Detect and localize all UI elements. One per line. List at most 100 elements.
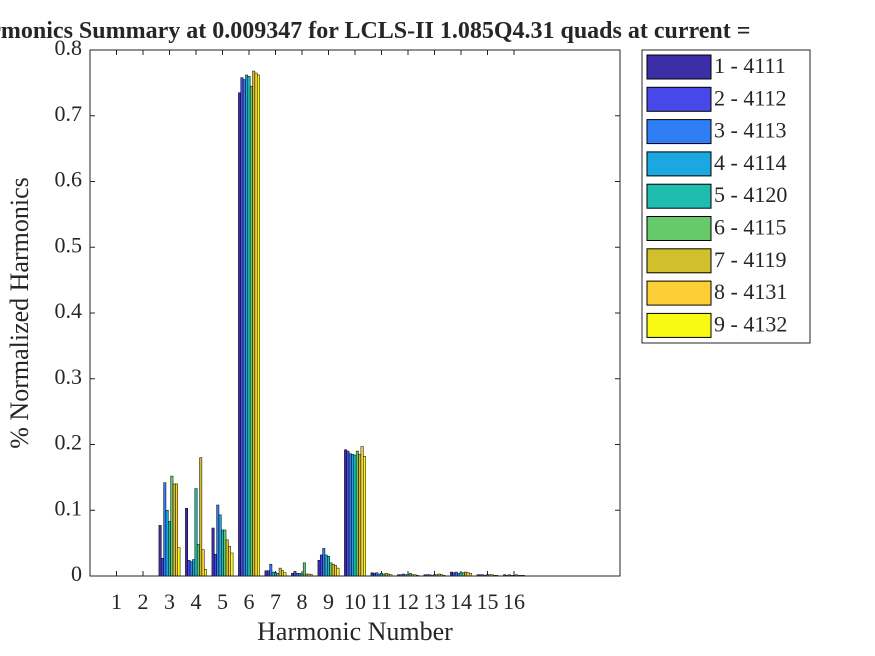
bar bbox=[201, 549, 205, 577]
y-tick-label: 0.4 bbox=[55, 298, 83, 323]
bar bbox=[454, 571, 458, 577]
legend-swatch bbox=[646, 86, 712, 112]
x-tick-label: 10 bbox=[344, 589, 366, 614]
x-tick-label: 16 bbox=[503, 589, 525, 614]
bar bbox=[199, 457, 203, 577]
bar bbox=[168, 521, 171, 577]
bar bbox=[278, 567, 282, 577]
bar bbox=[293, 571, 297, 577]
legend-label: 2 - 4112 bbox=[714, 85, 787, 110]
legend-label: 9 - 4132 bbox=[714, 311, 787, 336]
x-tick-label: 3 bbox=[164, 589, 175, 614]
legend-swatch bbox=[646, 119, 712, 145]
y-tick-label: 0.1 bbox=[55, 495, 83, 520]
legend-label: 8 - 4131 bbox=[714, 279, 787, 304]
bar bbox=[256, 74, 260, 577]
bar bbox=[264, 570, 268, 577]
bar bbox=[214, 554, 217, 577]
bar bbox=[192, 559, 196, 577]
bar bbox=[353, 454, 357, 577]
legend-label: 3 - 4113 bbox=[714, 118, 787, 143]
bar bbox=[271, 571, 275, 577]
bar bbox=[334, 565, 337, 577]
bar bbox=[216, 504, 220, 577]
legend-swatch bbox=[646, 151, 712, 177]
bar bbox=[327, 556, 330, 577]
bar bbox=[252, 70, 256, 577]
bar bbox=[320, 554, 323, 577]
bar bbox=[302, 562, 306, 577]
x-tick-label: 6 bbox=[244, 589, 255, 614]
bar bbox=[161, 557, 164, 577]
plot-frame bbox=[89, 49, 621, 577]
bar bbox=[247, 76, 251, 577]
bar bbox=[238, 92, 242, 577]
bar bbox=[175, 483, 178, 577]
bar bbox=[196, 544, 200, 577]
bar bbox=[158, 525, 162, 577]
y-tick-label: 0.2 bbox=[55, 430, 83, 455]
y-tick-label: 0.6 bbox=[55, 167, 83, 192]
bar bbox=[358, 454, 362, 577]
bar bbox=[225, 539, 229, 577]
bar bbox=[267, 570, 270, 577]
bar bbox=[218, 514, 222, 577]
x-tick-label: 12 bbox=[397, 589, 419, 614]
legend-label: 5 - 4120 bbox=[714, 182, 787, 207]
bar bbox=[211, 527, 215, 577]
legend-swatch bbox=[646, 312, 712, 338]
bar bbox=[464, 571, 468, 577]
bar bbox=[355, 450, 359, 577]
x-tick-label: 1 bbox=[111, 589, 122, 614]
bar bbox=[450, 571, 454, 577]
legend-swatch bbox=[646, 280, 712, 306]
x-axis-label: Harmonic Number bbox=[257, 617, 453, 646]
bar bbox=[322, 548, 326, 577]
x-tick-label: 11 bbox=[371, 589, 392, 614]
bar bbox=[221, 529, 224, 577]
x-tick-label: 15 bbox=[477, 589, 499, 614]
x-tick-label: 5 bbox=[217, 589, 228, 614]
legend-swatch bbox=[646, 183, 712, 209]
x-tick-label: 8 bbox=[297, 589, 308, 614]
legend-swatch bbox=[646, 54, 712, 80]
legend-swatch bbox=[646, 216, 712, 241]
x-tick-label: 13 bbox=[424, 589, 446, 614]
bar bbox=[189, 561, 193, 577]
bar bbox=[348, 453, 352, 577]
y-tick-label: 0.3 bbox=[55, 364, 83, 389]
legend-label: 1 - 4111 bbox=[714, 53, 786, 78]
bar bbox=[230, 552, 234, 577]
bar bbox=[329, 562, 333, 577]
bar bbox=[346, 450, 350, 577]
y-tick-label: 0 bbox=[71, 561, 82, 586]
bar bbox=[223, 529, 227, 577]
bar bbox=[172, 483, 176, 577]
bar bbox=[336, 567, 340, 577]
x-tick-label: 4 bbox=[191, 589, 202, 614]
y-axis-label: % Normalized Harmonics bbox=[5, 177, 34, 448]
bar bbox=[351, 454, 355, 577]
bar bbox=[360, 446, 364, 577]
y-tick-label: 0.5 bbox=[55, 232, 83, 257]
bar bbox=[187, 559, 191, 577]
x-tick-label: 14 bbox=[450, 589, 472, 614]
legend-label: 4 - 4114 bbox=[714, 150, 787, 175]
bar bbox=[165, 510, 169, 577]
legend-swatch bbox=[646, 248, 712, 274]
bar bbox=[281, 570, 284, 577]
bar bbox=[240, 77, 244, 577]
bar bbox=[254, 72, 258, 577]
bar bbox=[249, 85, 253, 577]
bar bbox=[194, 488, 198, 577]
x-tick-label: 2 bbox=[138, 589, 149, 614]
x-tick-label: 9 bbox=[323, 589, 334, 614]
bar bbox=[177, 547, 181, 577]
bar bbox=[185, 508, 189, 577]
bar bbox=[317, 559, 321, 577]
legend-label: 6 - 4115 bbox=[714, 215, 787, 240]
bar bbox=[242, 79, 246, 577]
bar bbox=[203, 569, 207, 577]
bar bbox=[362, 456, 366, 577]
